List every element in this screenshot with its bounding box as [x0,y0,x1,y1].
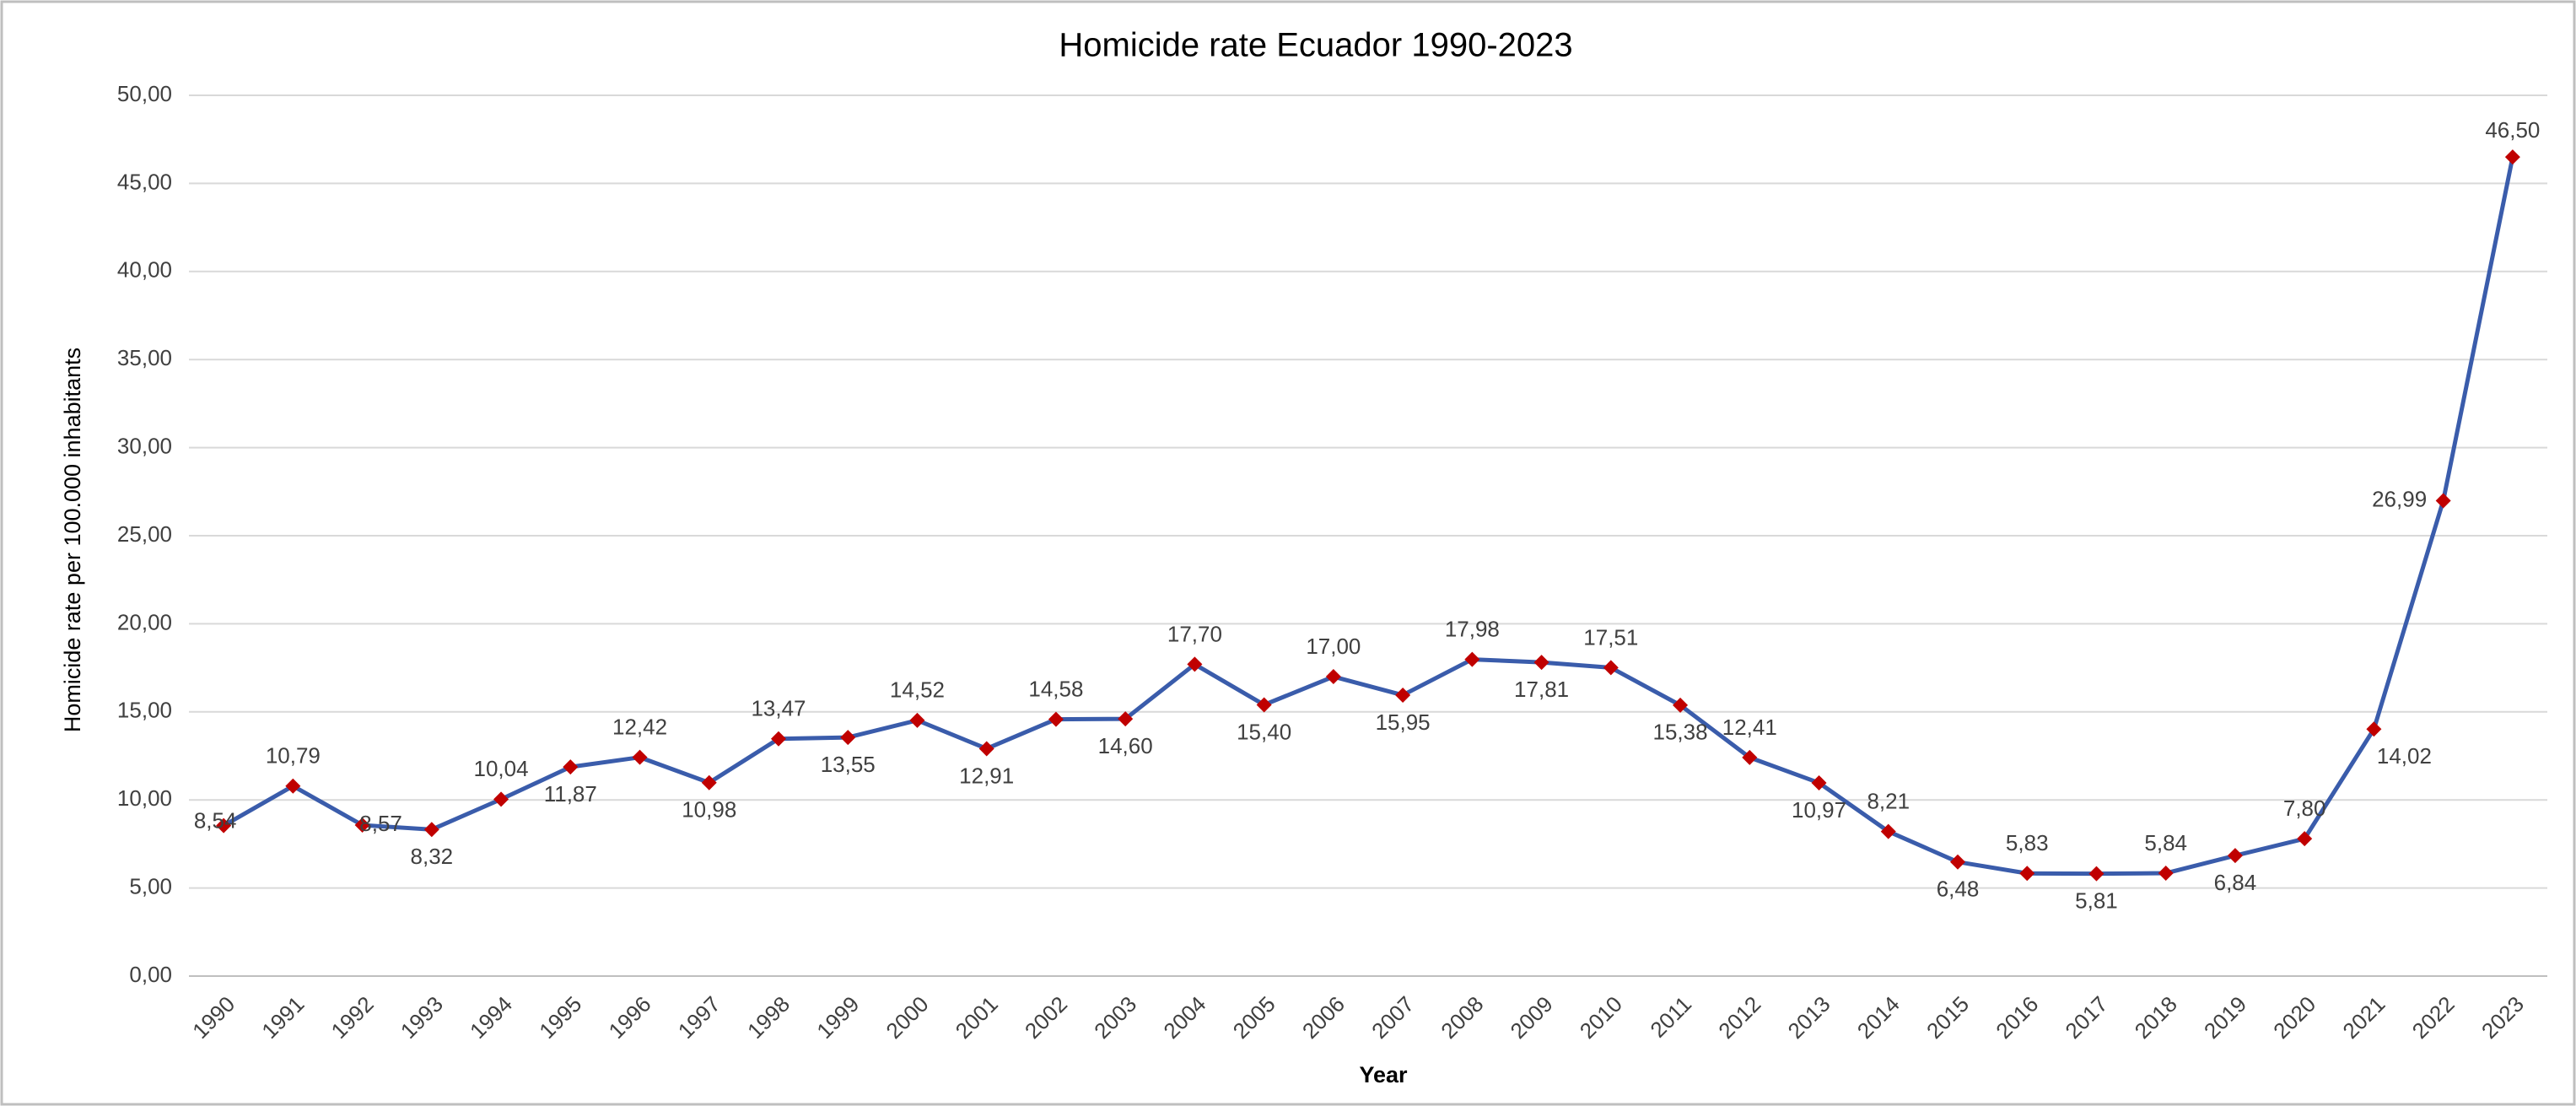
marker [1325,669,1341,685]
marker [1950,854,1965,870]
data-label: 5,84 [2144,830,2187,855]
marker [1533,655,1549,671]
y-axis-title: Homicide rate per 100.000 inhabitants [60,348,85,732]
data-label: 8,57 [359,811,402,836]
data-label: 12,91 [959,763,1014,788]
marker [2366,721,2382,737]
line [222,156,2515,877]
data-label: 14,02 [2377,743,2432,769]
marker [978,741,994,757]
marker [2158,866,2174,882]
data-label: 13,55 [821,752,876,777]
data-label: 14,52 [890,677,945,703]
y-tick-label: 15,00 [117,698,172,723]
marker [563,759,579,775]
data-label: 17,00 [1306,634,1361,659]
marker [423,822,439,838]
data-label: 5,81 [2075,888,2118,914]
marker [1256,697,1272,713]
marker [216,817,232,834]
data-label: 8,32 [411,844,454,869]
marker [1603,660,1619,676]
data-label: 15,95 [1376,709,1431,735]
data-label: 12,41 [1722,715,1777,740]
y-tick-label: 25,00 [117,521,172,547]
marker [2227,848,2243,864]
marker [1118,711,1134,727]
data-label: 7,80 [2283,796,2326,821]
data-label: 8,54 [194,808,237,834]
data-label: 10,97 [1792,797,1846,823]
data-label: 14,58 [1028,676,1083,701]
marker [2019,866,2035,882]
y-tick-label: 10,00 [117,785,172,811]
y-tick-label: 40,00 [117,257,172,283]
data-label: 15,38 [1653,720,1708,745]
chart-title: Homicide rate Ecuador 1990-2023 [1059,27,1572,64]
y-tick-label: 20,00 [117,609,172,634]
y-tick-label: 45,00 [117,169,172,194]
marker [771,731,786,747]
data-label: 14,60 [1098,733,1153,758]
data-label: 10,04 [474,756,529,781]
data-label: 13,47 [751,696,806,721]
marker [2088,866,2104,882]
marker [1811,774,1827,790]
marker [632,749,648,765]
marker [1742,749,1758,765]
marker [285,778,301,794]
marker [701,774,717,790]
data-label: 12,42 [612,715,667,740]
data-label: 17,81 [1514,677,1569,702]
data-label: 17,51 [1583,624,1638,650]
data-label: 5,83 [2006,830,2049,855]
data-label: 17,70 [1167,621,1222,646]
marker [840,730,856,746]
marker [1464,651,1480,667]
data-label: 6,48 [1937,877,1980,902]
marker [1673,697,1689,713]
marker [1048,711,1064,727]
data-label: 6,84 [2214,870,2257,895]
data-label: 10,98 [682,797,736,823]
marker [2504,149,2520,165]
marker [909,712,925,728]
data-label: 46,50 [2485,117,2540,143]
y-tick-label: 5,00 [129,873,172,898]
marker [493,791,509,807]
marker [2435,493,2451,509]
marker [1880,823,1896,839]
data-label: 10,79 [266,743,321,769]
marker [1395,687,1411,703]
data-label: 15,40 [1237,719,1291,744]
data-label: 17,98 [1445,616,1500,641]
x-axis-title: Year [1359,1062,1408,1087]
y-tick-label: 35,00 [117,345,172,370]
marker [354,817,370,834]
y-tick-label: 0,00 [129,962,172,987]
data-label: 8,21 [1867,788,1910,813]
data-label: 26,99 [2372,486,2427,511]
data-label: 11,87 [544,781,597,807]
y-tick-label: 30,00 [117,433,172,458]
y-tick-label: 50,00 [117,81,172,106]
marker [2297,831,2313,847]
marker [1187,656,1203,672]
